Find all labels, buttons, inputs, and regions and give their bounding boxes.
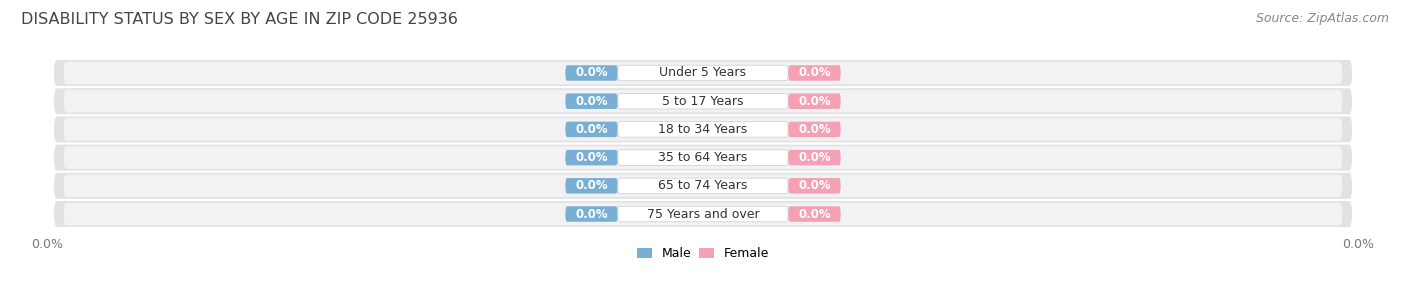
Legend: Male, Female: Male, Female [631,242,775,265]
FancyBboxPatch shape [565,65,617,81]
Text: 0.0%: 0.0% [575,179,607,192]
Text: 0.0%: 0.0% [799,207,831,221]
Text: Source: ZipAtlas.com: Source: ZipAtlas.com [1256,12,1389,25]
Text: 65 to 74 Years: 65 to 74 Years [658,179,748,192]
FancyBboxPatch shape [53,60,1353,86]
Text: 0.0%: 0.0% [575,66,607,80]
FancyBboxPatch shape [63,146,1343,169]
FancyBboxPatch shape [617,65,789,81]
Text: 0.0%: 0.0% [799,179,831,192]
FancyBboxPatch shape [63,90,1343,113]
FancyBboxPatch shape [53,88,1353,114]
Text: 35 to 64 Years: 35 to 64 Years [658,151,748,164]
FancyBboxPatch shape [789,122,841,137]
FancyBboxPatch shape [617,206,789,222]
FancyBboxPatch shape [565,93,617,109]
Text: 5 to 17 Years: 5 to 17 Years [662,95,744,108]
FancyBboxPatch shape [63,118,1343,141]
Text: 0.0%: 0.0% [799,66,831,80]
FancyBboxPatch shape [789,93,841,109]
Text: 0.0%: 0.0% [575,151,607,164]
Text: Under 5 Years: Under 5 Years [659,66,747,80]
FancyBboxPatch shape [565,150,617,165]
FancyBboxPatch shape [53,201,1353,227]
FancyBboxPatch shape [565,206,617,222]
Text: 0.0%: 0.0% [799,151,831,164]
FancyBboxPatch shape [789,65,841,81]
FancyBboxPatch shape [617,150,789,165]
FancyBboxPatch shape [53,117,1353,142]
FancyBboxPatch shape [617,93,789,109]
FancyBboxPatch shape [617,122,789,137]
Text: DISABILITY STATUS BY SEX BY AGE IN ZIP CODE 25936: DISABILITY STATUS BY SEX BY AGE IN ZIP C… [21,12,458,27]
Text: 0.0%: 0.0% [575,123,607,136]
FancyBboxPatch shape [63,203,1343,225]
Text: 0.0%: 0.0% [575,95,607,108]
FancyBboxPatch shape [617,178,789,194]
Text: 0.0%: 0.0% [575,207,607,221]
FancyBboxPatch shape [789,178,841,194]
Text: 0.0%: 0.0% [799,95,831,108]
FancyBboxPatch shape [53,173,1353,199]
FancyBboxPatch shape [789,206,841,222]
FancyBboxPatch shape [53,145,1353,170]
Text: 75 Years and over: 75 Years and over [647,207,759,221]
Text: 0.0%: 0.0% [799,123,831,136]
FancyBboxPatch shape [63,62,1343,84]
FancyBboxPatch shape [565,122,617,137]
FancyBboxPatch shape [789,150,841,165]
Text: 18 to 34 Years: 18 to 34 Years [658,123,748,136]
FancyBboxPatch shape [565,178,617,194]
FancyBboxPatch shape [63,174,1343,197]
